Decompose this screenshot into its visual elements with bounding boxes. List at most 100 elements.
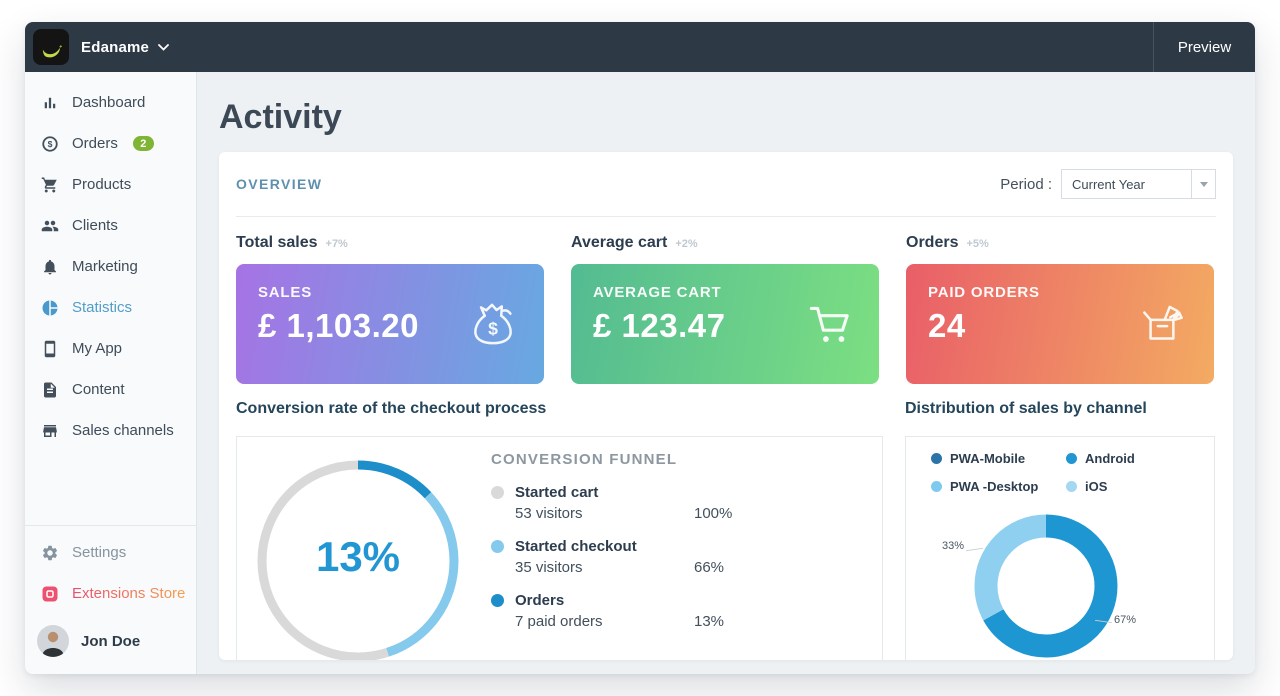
- conversion-funnel-card: 13% CONVERSION FUNNEL Started cart 53 vi…: [236, 436, 883, 660]
- sales-card-label: SALES: [258, 284, 313, 301]
- user-menu[interactable]: Jon Doe: [25, 614, 196, 668]
- legend-pwa-desktop: PWA -Desktop: [931, 477, 1066, 496]
- step-detail: 7 paid orders: [515, 613, 603, 630]
- funnel-step-started-cart: Started cart 53 visitors 100%: [491, 479, 871, 529]
- step-percent: 66%: [694, 559, 725, 576]
- period-value: Current Year: [1072, 176, 1145, 192]
- slice-label-33: 33%: [942, 540, 965, 552]
- sidebar-item-label: Sales channels: [72, 422, 174, 439]
- total-sales-label: Total sales +7%: [236, 234, 348, 251]
- total-sales-delta: +7%: [325, 238, 348, 250]
- sidebar-item-label: Products: [72, 176, 132, 193]
- cart-icon: [41, 177, 57, 192]
- sidebar-item-label: Marketing: [72, 258, 138, 275]
- pie-chart-icon: [42, 300, 58, 315]
- dollar-circle-icon: $: [42, 135, 58, 152]
- sidebar-item-label: My App: [72, 340, 123, 357]
- legend-android: Android: [1066, 449, 1201, 468]
- step-percent: 13%: [694, 613, 725, 630]
- brand-name: Edaname: [81, 38, 150, 56]
- shopping-cart-icon: [809, 306, 849, 342]
- avatar: [37, 625, 69, 657]
- step-dot: [491, 539, 504, 553]
- main-content: Activity OVERVIEW Period : Current Year …: [198, 72, 1255, 674]
- extensions-store-icon: [42, 586, 58, 601]
- panel-header: OVERVIEW Period : Current Year: [236, 152, 1216, 217]
- sidebar-item-dashboard[interactable]: Dashboard: [25, 82, 196, 123]
- sidebar-item-statistics[interactable]: Statistics: [25, 287, 196, 328]
- sidebar-divider: [25, 525, 196, 526]
- average-cart-card-value: £ 123.47: [593, 307, 726, 344]
- people-icon: [41, 220, 59, 231]
- funnel-step-started-checkout: Started checkout 35 visitors 66%: [491, 533, 871, 583]
- legend-dot: [931, 453, 942, 464]
- sidebar: Dashboard $ Orders 2 Products Clients Ma…: [25, 72, 197, 674]
- average-cart-card-label: AVERAGE CART: [593, 284, 722, 301]
- orders-card-value: 24: [928, 307, 966, 344]
- topbar: Edaname Preview: [25, 22, 1255, 72]
- step-percent: 100%: [694, 505, 733, 522]
- sidebar-item-label: Orders: [72, 135, 118, 152]
- select-arrow-icon: [1191, 170, 1215, 198]
- brand-menu[interactable]: Edaname: [81, 38, 170, 56]
- average-cart-stat-card: AVERAGE CART £ 123.47: [571, 264, 879, 384]
- legend-dot: [1066, 481, 1077, 492]
- page-title: Activity: [219, 98, 342, 136]
- legend-dot: [931, 481, 942, 492]
- gear-icon: [42, 545, 58, 560]
- channel-legend: PWA-Mobile Android PWA -Desktop iOS: [931, 449, 1201, 496]
- svg-text:$: $: [488, 318, 498, 338]
- orders-card-label: PAID ORDERS: [928, 284, 1040, 301]
- sidebar-item-clients[interactable]: Clients: [25, 205, 196, 246]
- svg-text:$: $: [48, 139, 53, 149]
- sidebar-item-label: Extensions Store: [72, 585, 186, 602]
- sidebar-spacer: [25, 451, 196, 525]
- sidebar-item-extensions-store[interactable]: Extensions Store: [25, 573, 196, 614]
- channel-donut-chart: [974, 514, 1118, 658]
- document-icon: [44, 382, 56, 397]
- bar-chart-icon: [44, 97, 56, 108]
- slice-label-67: 67%: [1114, 614, 1137, 626]
- sidebar-item-orders[interactable]: $ Orders 2: [25, 123, 196, 164]
- smartphone-icon: [44, 340, 56, 357]
- orders-stat-card: PAID ORDERS 24: [906, 264, 1214, 384]
- sidebar-item-label: Dashboard: [72, 94, 146, 111]
- sidebar-item-products[interactable]: Products: [25, 164, 196, 205]
- average-cart-delta: +2%: [675, 238, 698, 250]
- sidebar-item-content[interactable]: Content: [25, 369, 196, 410]
- bell-icon: [44, 259, 56, 274]
- overview-heading: OVERVIEW: [236, 176, 323, 192]
- funnel-center-value: 13%: [315, 533, 401, 580]
- sidebar-item-settings[interactable]: Settings: [25, 532, 196, 573]
- period-label: Period :: [1000, 175, 1052, 193]
- sidebar-item-label: Clients: [72, 217, 118, 234]
- sales-card-value: £ 1,103.20: [258, 307, 419, 344]
- legend-dot: [1066, 453, 1077, 464]
- person-icon: [42, 631, 64, 657]
- money-bag-icon: $: [474, 303, 512, 345]
- sidebar-item-sales-channels[interactable]: Sales channels: [25, 410, 196, 451]
- banana-icon: [42, 45, 63, 58]
- step-detail: 53 visitors: [515, 505, 583, 522]
- orders-count-badge: 2: [132, 136, 154, 151]
- step-dot: [491, 485, 504, 499]
- sales-stat-card: SALES £ 1,103.20 $: [236, 264, 544, 384]
- brand-logo[interactable]: [33, 29, 69, 65]
- sidebar-item-label: Content: [72, 381, 125, 398]
- distribution-section-title: Distribution of sales by channel: [905, 400, 1147, 417]
- sidebar-item-label: Settings: [72, 544, 127, 561]
- sidebar-item-marketing[interactable]: Marketing: [25, 246, 196, 287]
- orders-label: Orders +5%: [906, 234, 989, 251]
- funnel-donut-chart: 13%: [256, 459, 460, 660]
- legend-pwa-mobile: PWA-Mobile: [931, 449, 1066, 468]
- sales-channel-card: PWA-Mobile Android PWA -Desktop iOS 33% …: [905, 436, 1215, 660]
- period-select[interactable]: Current Year: [1061, 169, 1216, 199]
- legend-ios: iOS: [1066, 477, 1201, 496]
- storefront-icon: [43, 424, 57, 437]
- sidebar-item-my-app[interactable]: My App: [25, 328, 196, 369]
- funnel-step-orders: Orders 7 paid orders 13%: [491, 587, 871, 637]
- overview-panel: OVERVIEW Period : Current Year Total sal…: [219, 152, 1233, 660]
- orders-delta: +5%: [966, 238, 989, 250]
- user-name: Jon Doe: [81, 632, 141, 650]
- preview-button[interactable]: Preview: [1153, 22, 1255, 72]
